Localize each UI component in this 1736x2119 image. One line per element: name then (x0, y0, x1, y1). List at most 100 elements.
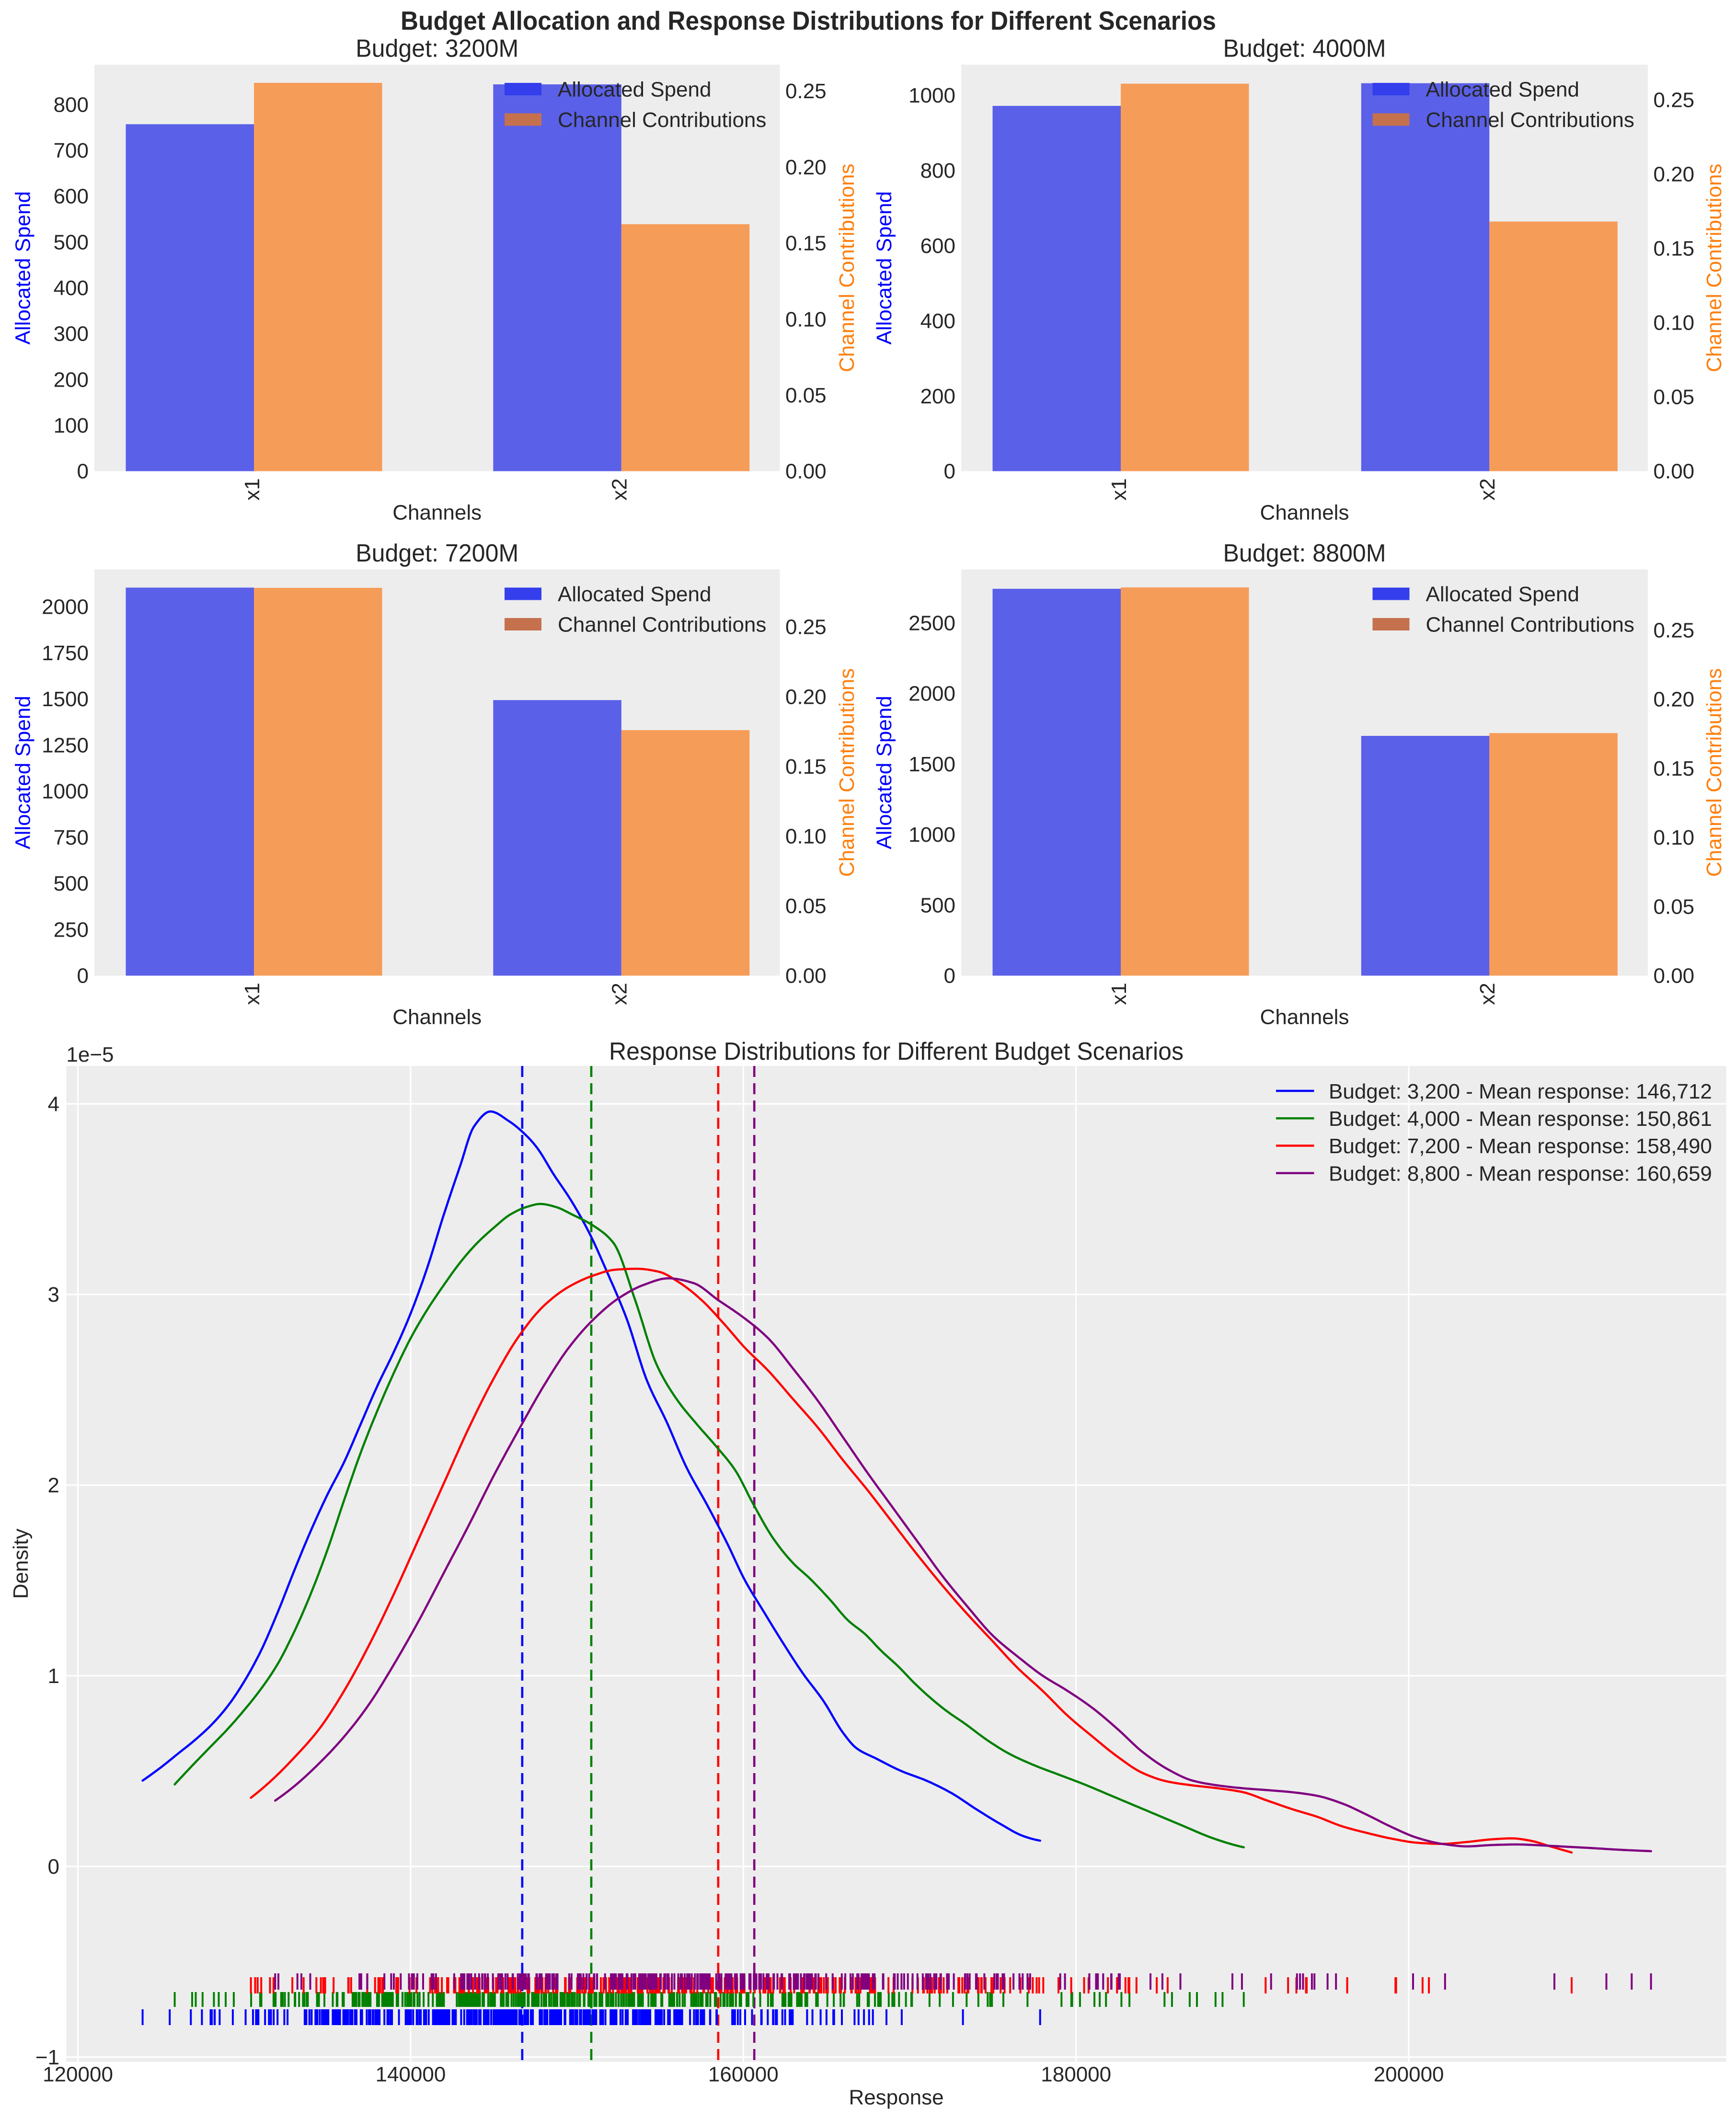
svg-text:0.15: 0.15 (785, 232, 827, 255)
svg-text:0.20: 0.20 (1654, 688, 1695, 711)
svg-text:200: 200 (54, 368, 89, 391)
svg-text:x2: x2 (608, 478, 632, 500)
svg-text:Channels: Channels (392, 1006, 482, 1029)
svg-text:0: 0 (944, 460, 955, 483)
svg-text:0.25: 0.25 (1654, 619, 1695, 642)
svg-text:0.05: 0.05 (1654, 386, 1695, 409)
svg-text:0.20: 0.20 (785, 685, 827, 709)
svg-text:x1: x1 (241, 478, 264, 500)
svg-text:0: 0 (48, 1855, 59, 1878)
svg-text:Allocated Spend: Allocated Spend (1426, 583, 1579, 606)
svg-text:Channel Contributions: Channel Contributions (1426, 613, 1634, 637)
svg-text:Channel Contributions: Channel Contributions (835, 164, 859, 372)
svg-text:0.20: 0.20 (785, 156, 827, 179)
svg-text:1000: 1000 (908, 84, 955, 107)
svg-text:1000: 1000 (908, 823, 955, 847)
svg-text:Allocated Spend: Allocated Spend (558, 583, 711, 606)
svg-text:500: 500 (54, 872, 89, 895)
svg-text:0: 0 (77, 460, 89, 483)
svg-text:2500: 2500 (908, 612, 955, 635)
svg-text:Allocated Spend: Allocated Spend (1426, 78, 1579, 102)
svg-text:0.20: 0.20 (1654, 163, 1695, 186)
svg-text:0.05: 0.05 (785, 384, 827, 407)
svg-text:1000: 1000 (42, 780, 89, 803)
svg-text:Budget: 8,800 - Mean response:: Budget: 8,800 - Mean response: 160,659 (1329, 1162, 1712, 1185)
svg-text:0: 0 (77, 964, 89, 988)
svg-text:0.00: 0.00 (1654, 964, 1695, 988)
svg-text:400: 400 (920, 309, 955, 333)
svg-text:Channel Contributions: Channel Contributions (1702, 668, 1726, 877)
svg-text:0: 0 (944, 964, 955, 988)
svg-text:Budget: 7200M: Budget: 7200M (356, 539, 518, 567)
svg-text:160000: 160000 (708, 2063, 779, 2086)
svg-text:Allocated Spend: Allocated Spend (873, 696, 896, 849)
svg-text:0.05: 0.05 (1654, 895, 1695, 919)
svg-text:0.05: 0.05 (785, 894, 827, 918)
svg-text:Allocated Spend: Allocated Spend (873, 191, 896, 344)
svg-text:Channel Contributions: Channel Contributions (558, 108, 766, 132)
svg-text:1: 1 (48, 1664, 59, 1688)
svg-text:0.15: 0.15 (1654, 757, 1695, 780)
svg-text:Budget: 8800M: Budget: 8800M (1223, 539, 1386, 567)
svg-text:400: 400 (54, 276, 89, 300)
svg-text:500: 500 (54, 230, 89, 254)
svg-text:Channels: Channels (1260, 501, 1349, 525)
svg-text:1e−5: 1e−5 (66, 1043, 114, 1066)
svg-text:x2: x2 (608, 983, 632, 1005)
svg-text:2000: 2000 (908, 682, 955, 706)
svg-text:Budget: 4,000 - Mean response:: Budget: 4,000 - Mean response: 150,861 (1329, 1107, 1712, 1131)
svg-text:Budget: 3200M: Budget: 3200M (356, 35, 518, 63)
svg-text:Budget: 4000M: Budget: 4000M (1223, 35, 1386, 63)
svg-text:800: 800 (54, 93, 89, 116)
svg-text:0.25: 0.25 (785, 616, 827, 639)
svg-text:Budget: 3,200 - Mean response:: Budget: 3,200 - Mean response: 146,712 (1329, 1080, 1712, 1103)
svg-text:3: 3 (48, 1283, 59, 1306)
svg-text:x2: x2 (1476, 983, 1499, 1005)
svg-text:Channel Contributions: Channel Contributions (1702, 164, 1726, 372)
svg-text:Response Distributions for Dif: Response Distributions for Different Bud… (609, 1038, 1184, 1065)
svg-text:x1: x1 (1107, 478, 1131, 500)
svg-text:200000: 200000 (1374, 2063, 1444, 2086)
svg-text:1750: 1750 (42, 641, 89, 665)
svg-text:x1: x1 (1107, 983, 1131, 1005)
svg-text:200: 200 (920, 385, 955, 408)
svg-text:Budget: 7,200 - Mean response:: Budget: 7,200 - Mean response: 158,490 (1329, 1134, 1712, 1158)
svg-text:x2: x2 (1476, 478, 1499, 500)
svg-text:Allocated Spend: Allocated Spend (11, 696, 35, 849)
svg-text:Allocated Spend: Allocated Spend (558, 78, 711, 102)
svg-text:0.25: 0.25 (785, 80, 827, 103)
svg-text:0.10: 0.10 (1654, 311, 1695, 335)
svg-text:600: 600 (54, 185, 89, 208)
svg-text:Response: Response (849, 2086, 943, 2109)
svg-text:Channel Contributions: Channel Contributions (558, 613, 766, 637)
svg-text:−1: −1 (35, 2046, 59, 2069)
svg-text:0.25: 0.25 (1654, 89, 1695, 112)
svg-text:2: 2 (48, 1474, 59, 1497)
svg-text:300: 300 (54, 322, 89, 346)
svg-text:750: 750 (54, 826, 89, 849)
svg-text:180000: 180000 (1041, 2063, 1111, 2086)
svg-text:0.15: 0.15 (1654, 237, 1695, 261)
svg-text:x1: x1 (241, 983, 264, 1005)
svg-text:500: 500 (920, 894, 955, 917)
svg-text:0.10: 0.10 (785, 825, 827, 848)
svg-text:0.10: 0.10 (1654, 826, 1695, 849)
svg-text:1250: 1250 (42, 734, 89, 757)
svg-text:0.00: 0.00 (1654, 460, 1695, 483)
svg-text:0.00: 0.00 (785, 460, 827, 483)
svg-text:100: 100 (54, 414, 89, 437)
svg-text:1500: 1500 (42, 687, 89, 711)
svg-text:250: 250 (54, 918, 89, 942)
svg-text:Channel Contributions: Channel Contributions (1426, 108, 1634, 132)
svg-text:140000: 140000 (375, 2063, 446, 2086)
svg-text:Channel Contributions: Channel Contributions (835, 668, 859, 877)
svg-text:800: 800 (920, 159, 955, 183)
svg-text:Channels: Channels (392, 501, 482, 525)
svg-text:4: 4 (48, 1092, 59, 1116)
svg-text:Density: Density (9, 1529, 33, 1599)
svg-text:2000: 2000 (42, 596, 89, 619)
svg-text:Allocated Spend: Allocated Spend (11, 191, 35, 344)
svg-text:0.10: 0.10 (785, 308, 827, 331)
svg-text:Channels: Channels (1260, 1006, 1349, 1029)
svg-text:0.00: 0.00 (785, 964, 827, 988)
